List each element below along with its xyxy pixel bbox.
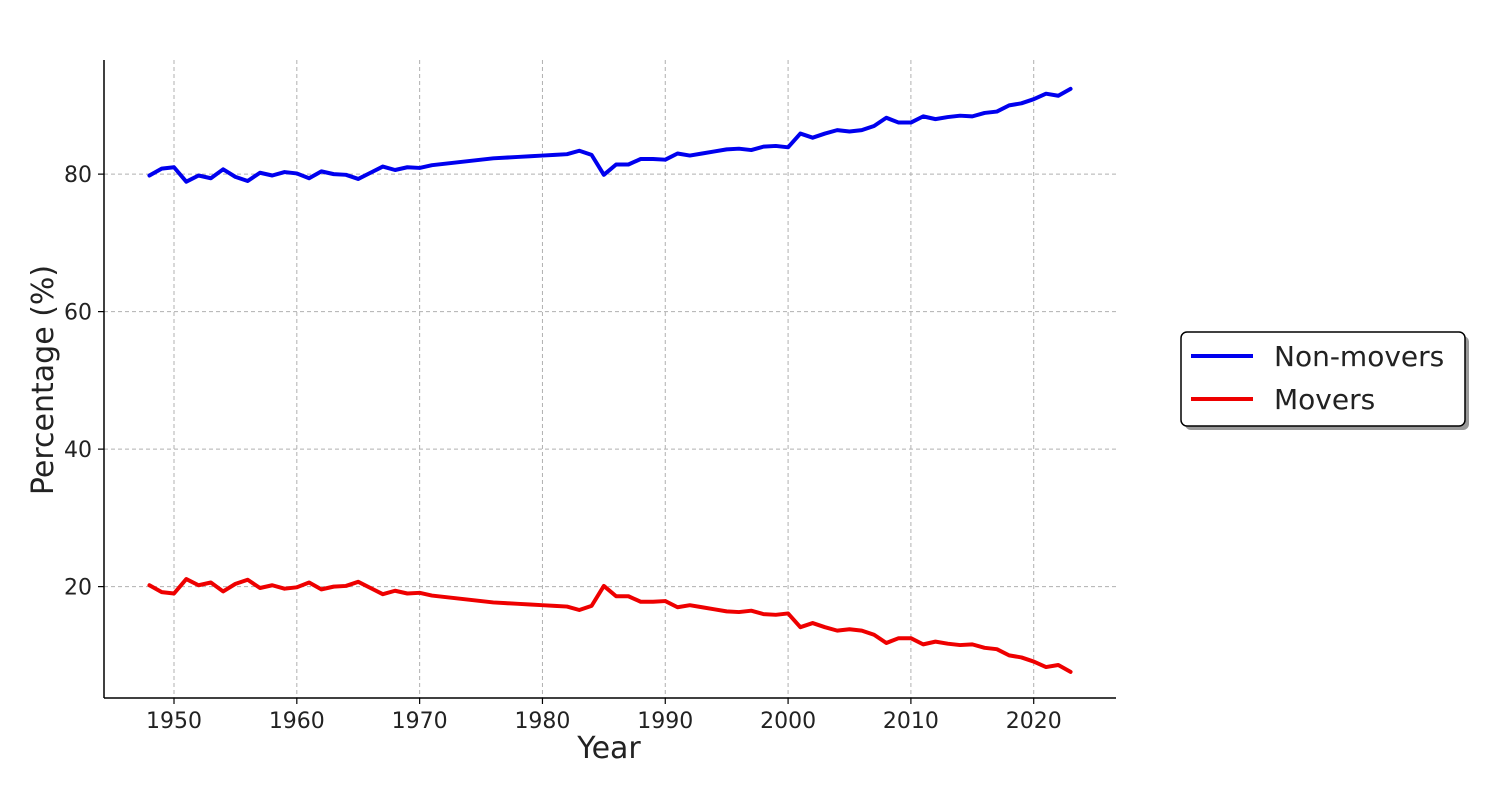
x-axis-ticks: 1950 1960 1970 1980 1990 2000 2010 2020: [146, 698, 1062, 734]
series-line-non-movers: [147, 86, 1073, 184]
y-tick-label: 80: [64, 163, 92, 188]
x-tick-label: 1950: [146, 709, 202, 734]
x-tick-label: 2000: [760, 709, 816, 734]
x-gridlines: [173, 60, 1035, 698]
legend-label-non-movers: Non-movers: [1274, 340, 1444, 373]
legend-label-movers: Movers: [1274, 383, 1375, 416]
x-axis-title: Year: [576, 731, 641, 766]
x-tick-label: 2020: [1006, 709, 1062, 734]
legend: Non-movers Movers: [1180, 331, 1469, 430]
y-tick-label: 20: [64, 576, 92, 601]
x-tick-label: 1960: [269, 709, 325, 734]
x-tick-label: 2010: [883, 709, 939, 734]
y-tick-label: 40: [64, 438, 92, 463]
x-tick-label: 1990: [637, 709, 693, 734]
x-tick-label: 1970: [392, 709, 448, 734]
series-line-movers: [147, 577, 1073, 674]
series-lines: [147, 86, 1073, 674]
y-axis-title: Percentage (%): [26, 265, 61, 495]
y-axis-ticks: 20 40 60 80: [64, 163, 104, 601]
y-gridlines: [104, 173, 1116, 588]
x-tick-label: 1980: [514, 709, 570, 734]
y-tick-label: 60: [64, 301, 92, 326]
